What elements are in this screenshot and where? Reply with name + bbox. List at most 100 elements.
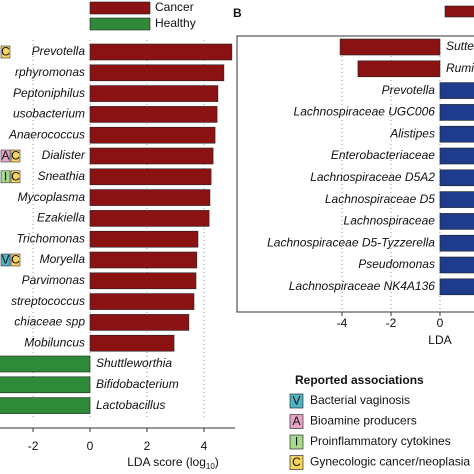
association-letter: C	[292, 455, 301, 469]
association-tag	[0, 253, 11, 267]
legend-label: Cancer	[155, 0, 194, 14]
category-label: Parvimonas	[22, 273, 85, 287]
category-label: Lachnospiraceae UGC006	[294, 105, 436, 119]
bar	[89, 147, 214, 165]
category-label: Peptoniphilus	[13, 86, 85, 100]
bar	[439, 213, 474, 230]
bar	[89, 334, 175, 352]
bar	[89, 272, 197, 290]
panel-b-frame	[236, 35, 474, 313]
category-label: Lachnospiraceae NK4A136	[289, 279, 435, 293]
x-axis-label-sub: 10	[206, 462, 215, 471]
category-label: Rumin	[446, 61, 474, 75]
category-label: Lachnospiraceae D5-Tyzzerella	[267, 235, 435, 249]
association-swatch	[289, 393, 304, 409]
x-tick-label: -2	[386, 316, 397, 330]
association-tag-letter: C	[1, 45, 10, 59]
association-tag	[10, 170, 21, 184]
category-label: Mycoplasma	[18, 190, 86, 204]
bar	[439, 104, 474, 121]
x-tick-label: 4	[201, 439, 208, 453]
association-letter: A	[292, 414, 300, 428]
category-label: Anaerococcus	[8, 127, 85, 141]
association-letter: V	[292, 394, 300, 408]
category-label: Prevotella	[32, 44, 86, 58]
category-label: Sutte	[446, 39, 474, 53]
bar	[439, 278, 474, 296]
association-label: Bioamine producers	[310, 414, 417, 428]
association-tag-letter: C	[11, 169, 20, 183]
association-swatch	[289, 434, 304, 450]
association-tag	[0, 45, 11, 59]
bar	[89, 126, 216, 144]
association-tag	[0, 170, 11, 184]
bar	[89, 293, 195, 310]
bar	[439, 234, 474, 252]
legend-label: Healthy	[155, 16, 196, 30]
bar	[89, 251, 198, 269]
association-label: Bacterial vaginosis	[310, 393, 410, 407]
category-label: Lactobacillus	[96, 398, 165, 412]
category-label: usobacterium	[13, 107, 85, 121]
bar	[439, 147, 474, 165]
bar	[89, 64, 225, 82]
bar	[89, 106, 218, 123]
category-label: Ezakiella	[37, 211, 85, 225]
association-tag-letter: V	[1, 253, 9, 267]
category-label: Lachnospiraceae	[344, 214, 436, 228]
category-label: rphyromonas	[15, 65, 85, 79]
category-label: Moryella	[40, 252, 86, 266]
bar	[0, 376, 91, 394]
legend-swatch	[89, 17, 151, 31]
association-tag	[0, 149, 11, 163]
association-tag-letter: C	[11, 149, 20, 163]
category-label: Lachnospiraceae D5A2	[310, 170, 435, 184]
associations-title: Reported associations	[295, 373, 424, 387]
association-tag	[10, 253, 21, 267]
association-label: Gynecologic cancer/neoplasia	[310, 455, 470, 469]
category-label: Prevotella	[382, 83, 436, 97]
bar	[89, 230, 199, 248]
category-label: Enterobacteriaceae	[331, 148, 435, 162]
legend-swatch	[89, 1, 151, 15]
bar	[439, 169, 474, 187]
bar	[439, 191, 474, 208]
category-label: Trichomonas	[17, 231, 85, 245]
bar	[89, 210, 210, 227]
panel-label: B	[233, 6, 242, 20]
category-label: streptococcus	[11, 294, 85, 308]
bar	[0, 397, 91, 414]
category-label: Lachnospiraceae D5	[325, 192, 435, 206]
association-swatch	[289, 455, 304, 470]
category-label: chiaceae spp	[14, 315, 85, 329]
category-label: Bifidobacterium	[96, 377, 179, 391]
bar	[357, 60, 441, 78]
x-axis-label: LDA score (log10)	[127, 455, 219, 471]
association-tag-letter: A	[1, 149, 9, 163]
bar	[439, 256, 474, 274]
bar	[439, 125, 474, 143]
association-tag	[10, 149, 21, 163]
category-label: Mobiluncus	[24, 335, 85, 349]
category-label: Sneathia	[38, 169, 86, 183]
x-tick-label: 0	[87, 439, 94, 453]
category-label: Pseudomonas	[358, 257, 435, 271]
x-tick-label: -2	[28, 439, 39, 453]
x-axis-label-text: LDA	[428, 333, 451, 347]
bar	[89, 189, 211, 206]
x-tick-label: 2	[144, 439, 151, 453]
x-tick-label: 0	[437, 316, 444, 330]
association-tag-letter: I	[4, 169, 7, 183]
category-label: Dialister	[42, 148, 86, 162]
category-label: Alistipes	[389, 126, 435, 140]
association-letter: I	[295, 435, 298, 449]
bar	[89, 43, 233, 61]
legend-swatch	[444, 5, 474, 18]
bar	[89, 314, 190, 331]
x-axis-label-text: LDA score (log	[127, 455, 206, 469]
x-axis-label-end: )	[215, 455, 219, 469]
category-label: Shuttleworthia	[96, 356, 172, 370]
bar	[89, 85, 219, 102]
x-axis-label: LDA	[428, 333, 451, 347]
